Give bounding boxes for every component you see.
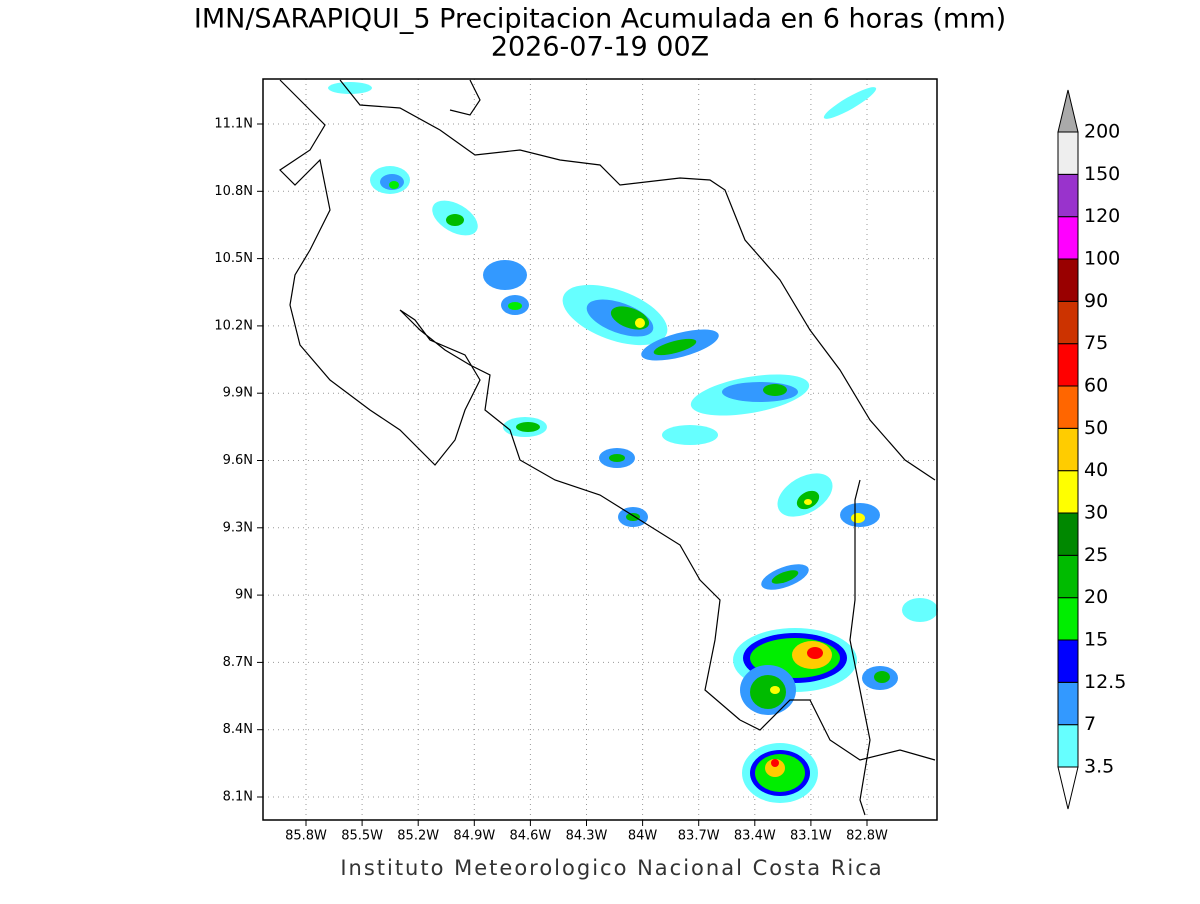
lat-label: 8.4N: [223, 722, 253, 737]
colorbar-segment: [1057, 597, 1079, 641]
colorbar-segment: [1057, 427, 1079, 472]
colorbar-segment: [1057, 385, 1079, 429]
colorbar-segment: [1057, 512, 1079, 556]
lat-label: 9N: [235, 588, 253, 603]
colorbar-over: [1057, 89, 1079, 133]
colorbar-segment: [1057, 173, 1079, 218]
coastline: [279, 79, 936, 816]
colorbar-label: 25: [1084, 544, 1108, 566]
grid: [257, 79, 937, 826]
colorbar-label: 100: [1084, 248, 1120, 270]
subtitle: 2026-07-19 00Z: [491, 32, 709, 63]
colorbar-segment: [1057, 681, 1079, 726]
lon-label: 83.7W: [678, 829, 720, 844]
colorbar-segment: [1057, 258, 1079, 302]
colorbar-label: 60: [1084, 375, 1108, 397]
lon-label: 84.6W: [509, 829, 551, 844]
colorbar-label: 90: [1084, 290, 1108, 312]
colorbar-segment: [1057, 216, 1079, 260]
lon-label: 85.5W: [341, 829, 383, 844]
lat-label: 10.8N: [214, 184, 253, 199]
colorbar-segment: [1057, 554, 1079, 599]
colorbar-label: 150: [1084, 163, 1120, 185]
lon-label: 85.8W: [285, 829, 327, 844]
colorbar-segment: [1057, 639, 1079, 683]
colorbar-label: 50: [1084, 417, 1108, 439]
colorbar-label: 40: [1084, 459, 1108, 481]
lat-label: 9.3N: [223, 520, 253, 535]
colorbar-label: 15: [1084, 629, 1108, 651]
lon-label: 83.1W: [790, 829, 832, 844]
colorbar: 3.5 7 12.5 15 20 25 30 40 50 60 75 90 100 120 150 200: [1057, 89, 1126, 810]
colorbar-segment: [1057, 300, 1079, 345]
colorbar-under: [1057, 766, 1079, 810]
lon-label: 85.2W: [397, 829, 439, 844]
colorbar-segment: [1057, 343, 1079, 387]
colorbar-label: 12.5: [1084, 671, 1126, 693]
colorbar-segment: [1057, 724, 1079, 768]
colorbar-segment: [1057, 131, 1079, 175]
lon-label: 83.4W: [734, 829, 776, 844]
title: IMN/SARAPIQUI_5 Precipitacion Acumulada …: [194, 4, 1006, 35]
lat-label: 11.1N: [214, 117, 253, 132]
colorbar-label: 30: [1084, 502, 1108, 524]
lon-label: 84.9W: [453, 829, 495, 844]
lat-label: 8.1N: [223, 790, 253, 805]
lat-label: 9.9N: [223, 386, 253, 401]
map-frame: [262, 78, 938, 821]
colorbar-label: 75: [1084, 332, 1108, 354]
colorbar-label: 3.5: [1084, 756, 1114, 778]
precip-field: [328, 82, 938, 803]
lat-label: 10.2N: [214, 318, 253, 333]
lat-label: 10.5N: [214, 251, 253, 266]
lon-label: 82.8W: [846, 829, 888, 844]
lon-label: 84.3W: [566, 829, 608, 844]
colorbar-label: 7: [1084, 713, 1096, 735]
colorbar-segment: [1057, 470, 1079, 514]
colorbar-label: 20: [1084, 586, 1108, 608]
colorbar-label: 200: [1084, 121, 1120, 143]
lat-label: 9.6N: [223, 453, 253, 468]
lat-label: 8.7N: [223, 655, 253, 670]
footer: Instituto Meteorologico Nacional Costa R…: [340, 856, 883, 880]
colorbar-label: 120: [1084, 205, 1120, 227]
lon-label: 84W: [628, 829, 658, 844]
